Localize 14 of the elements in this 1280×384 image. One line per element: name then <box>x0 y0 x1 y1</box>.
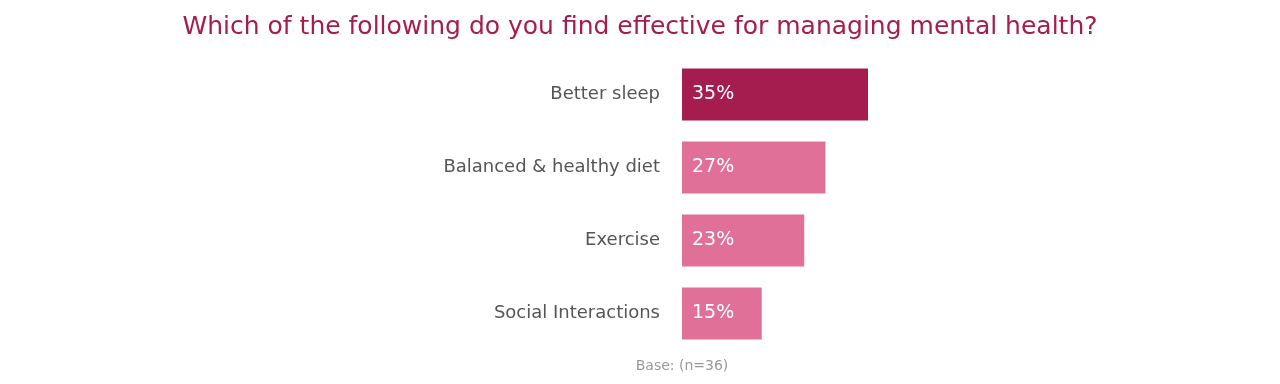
bar <box>682 141 826 194</box>
bar <box>682 287 762 340</box>
bar <box>682 214 805 267</box>
data-label: 15% <box>692 300 735 323</box>
y-tick-label: Exercise <box>585 228 660 250</box>
data-label: 23% <box>692 227 735 250</box>
data-label: 27% <box>692 154 735 177</box>
chart-title: Which of the following do you find effective for managing mental health? <box>182 10 1098 40</box>
bar <box>682 68 868 121</box>
y-tick-label: Balanced & healthy diet <box>443 155 660 177</box>
text: Base: (n=36) <box>635 356 729 373</box>
data-label: 35% <box>692 81 735 104</box>
y-tick-label: Better sleep <box>550 82 660 104</box>
y-tick-label: Social Interactions <box>493 301 660 323</box>
